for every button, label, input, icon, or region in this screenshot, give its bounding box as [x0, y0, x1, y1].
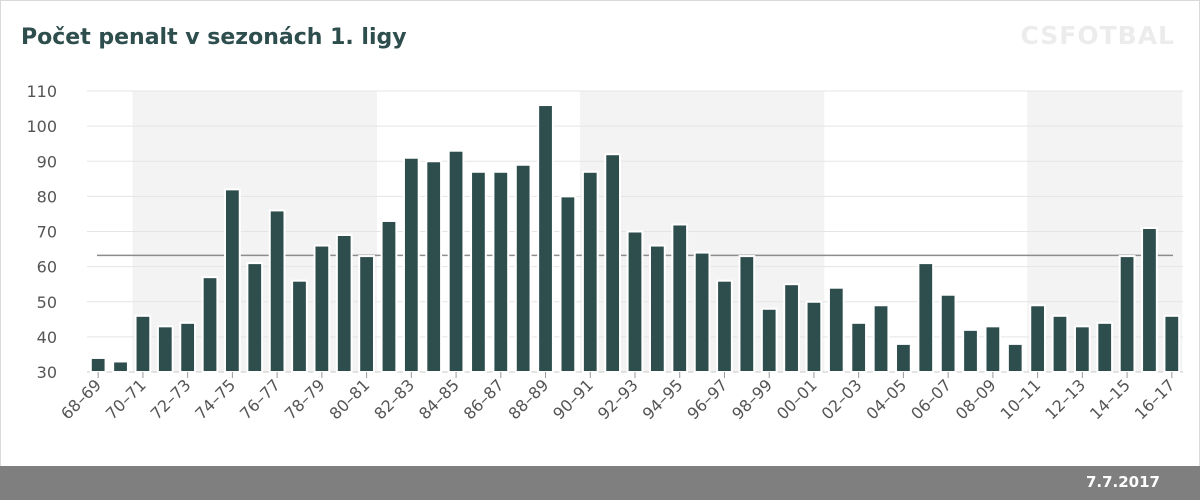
footer-date: 7.7.2017	[1085, 473, 1160, 491]
bar	[962, 328, 979, 374]
bar	[1029, 304, 1046, 374]
y-tick-label: 110	[26, 82, 57, 101]
bar	[1096, 321, 1114, 374]
x-tick-label: 84–85	[415, 375, 463, 423]
bar	[984, 325, 1002, 373]
x-tick-label: 68–69	[57, 375, 105, 423]
y-tick-label: 60	[37, 258, 57, 277]
bar	[626, 230, 644, 373]
bar	[1073, 325, 1091, 373]
y-tick-label: 30	[37, 363, 57, 382]
y-tick-label: 90	[37, 152, 57, 171]
bar	[850, 321, 868, 374]
bar	[335, 234, 353, 373]
y-tick-label: 70	[37, 223, 57, 242]
x-tick-label: 10–11	[997, 375, 1045, 423]
x-tick-label: 14–15	[1086, 375, 1134, 423]
bar-chart: 30 40 50 60 70 80 90 100 110 68–6970–7172–7374–75…	[26, 82, 1183, 423]
bar	[179, 321, 197, 374]
y-tick-label: 50	[37, 293, 57, 312]
bar	[380, 219, 398, 373]
bar	[425, 160, 443, 373]
bar	[827, 286, 845, 374]
bar	[268, 209, 286, 373]
bar	[1118, 255, 1136, 373]
bar	[358, 255, 375, 373]
x-tick-label: 88–89	[504, 375, 552, 423]
x-tick-label: 80–81	[326, 375, 374, 423]
bar	[783, 283, 800, 373]
bar	[224, 188, 241, 373]
bar	[1163, 314, 1181, 373]
x-tick-label: 72–73	[147, 375, 195, 423]
x-tick-label: 76–77	[236, 375, 284, 423]
x-tick-label: 16–17	[1131, 375, 1179, 423]
bar	[447, 149, 465, 373]
bar	[291, 279, 308, 373]
bar	[581, 170, 599, 373]
bar	[246, 262, 264, 373]
x-tick-label: 08–09	[952, 375, 1000, 423]
bar	[1141, 226, 1158, 373]
bar	[604, 153, 622, 373]
y-tick-label: 80	[37, 187, 57, 206]
x-tick-label: 02–03	[818, 375, 866, 423]
x-tick-label: 74–75	[191, 375, 239, 423]
y-tick-label: 40	[37, 328, 57, 347]
bar	[492, 170, 510, 373]
bar	[201, 276, 219, 374]
x-tick-label: 06–07	[907, 375, 955, 423]
bar	[470, 170, 487, 373]
bar	[313, 244, 331, 373]
x-tick-label: 92–93	[594, 375, 642, 423]
x-tick-label: 94–95	[639, 375, 687, 423]
x-tick-label: 90–91	[549, 375, 597, 423]
bar	[895, 342, 912, 373]
bar	[89, 356, 107, 374]
x-tick-label: 78–79	[281, 375, 329, 423]
bar	[514, 163, 532, 373]
bar	[134, 314, 152, 373]
bar	[1006, 342, 1024, 373]
bar	[402, 156, 420, 373]
bar	[760, 307, 778, 373]
csfotbal-logo: CSFOTBAL	[1020, 21, 1175, 50]
bar	[872, 304, 890, 374]
x-tick-label: 70–71	[102, 375, 150, 423]
bar	[716, 279, 733, 373]
bar	[156, 325, 174, 373]
bar	[738, 255, 756, 373]
x-tick-label: 98–99	[728, 375, 776, 423]
bar	[693, 251, 711, 373]
x-tick-label: 04–05	[862, 375, 910, 423]
chart-title: Počet penalt v sezonách 1. ligy	[21, 25, 407, 50]
bar	[648, 244, 666, 373]
x-tick-label: 82–83	[370, 375, 418, 423]
bar	[112, 360, 129, 373]
footer-bar: 7.7.2017	[0, 466, 1200, 500]
x-tick-label: 12–13	[1041, 375, 1089, 423]
bar	[559, 195, 577, 373]
x-tick-label: 96–97	[683, 375, 731, 423]
y-tick-label: 100	[26, 117, 57, 136]
bar	[1051, 314, 1069, 373]
bar	[917, 262, 935, 373]
bar	[671, 223, 689, 373]
bar	[939, 293, 957, 374]
x-tick-label: 86–87	[460, 375, 508, 423]
x-tick-label: 00–01	[773, 375, 821, 423]
bar	[537, 104, 554, 374]
bar	[805, 300, 823, 373]
